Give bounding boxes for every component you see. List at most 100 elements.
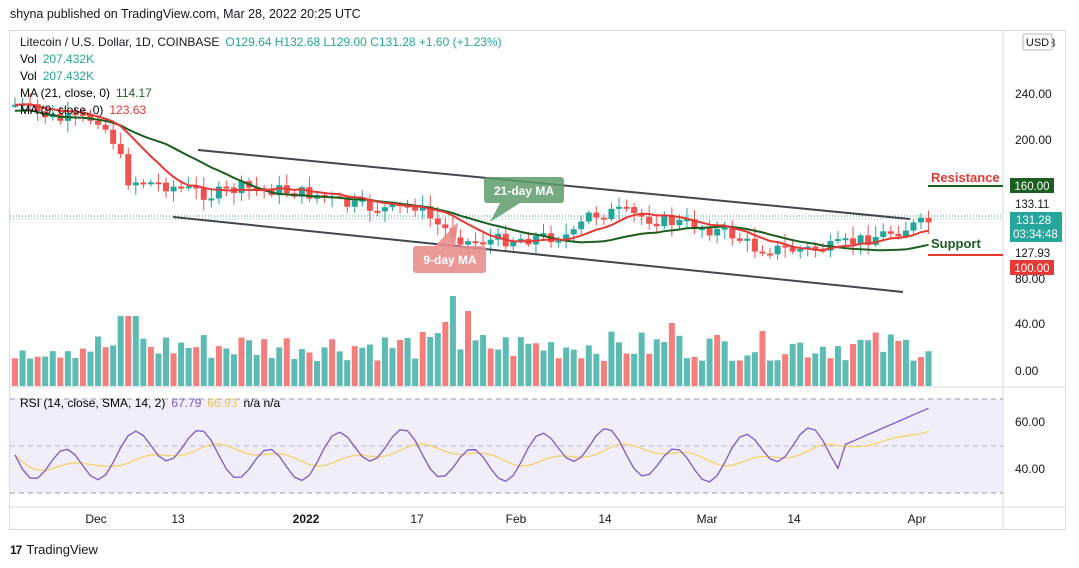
candle-body xyxy=(729,227,736,239)
volume-bar xyxy=(283,338,290,386)
candle-body xyxy=(12,104,18,107)
candle-body xyxy=(631,207,638,214)
volume-bar xyxy=(246,340,253,386)
volume-bar xyxy=(850,344,857,386)
candle-body xyxy=(34,104,41,112)
candle-body xyxy=(646,216,653,224)
volume-bar xyxy=(351,346,358,386)
volume-bar xyxy=(465,311,471,386)
volume-bar xyxy=(842,360,849,386)
time-tick: 14 xyxy=(787,512,801,526)
volume-bar xyxy=(789,344,796,386)
candle-body xyxy=(480,242,487,245)
svg-text:USD: USD xyxy=(1026,37,1049,49)
candle-body xyxy=(865,235,872,245)
volume-bar xyxy=(359,347,366,386)
support-label: Support xyxy=(931,236,981,251)
candle-body xyxy=(691,219,698,230)
candle-body xyxy=(925,217,932,223)
volume-bar xyxy=(19,350,26,386)
volume-bar xyxy=(585,345,592,386)
channel-lower-line xyxy=(172,216,904,293)
volume-bar xyxy=(600,360,607,386)
candle-body xyxy=(623,206,630,209)
volume-bar xyxy=(442,322,449,386)
volume-bar xyxy=(751,352,758,386)
volume-bar xyxy=(117,316,124,386)
volume-bar xyxy=(178,342,185,386)
volume-bar xyxy=(638,332,645,386)
legend-rsi: RSI (14, close, SMA, 14, 2) 67.79 66.93 n/a… xyxy=(20,396,280,410)
volume-bar xyxy=(774,360,781,386)
volume-bar xyxy=(804,357,811,386)
candle-body xyxy=(600,217,607,220)
price-tick: 40.00 xyxy=(1015,317,1045,331)
candle-body xyxy=(389,204,396,208)
candle-body xyxy=(608,208,615,220)
volume-bar xyxy=(381,337,388,386)
volume-bar xyxy=(895,341,902,386)
time-axis: Dec 13 2022 17 Feb 14 Mar 14 Apr xyxy=(85,512,926,526)
price-tick: 200.00 xyxy=(1015,133,1052,147)
rsi-line xyxy=(14,407,929,483)
volume-bar xyxy=(563,347,570,386)
time-tick: Dec xyxy=(85,512,106,526)
volume-bar xyxy=(163,337,169,386)
candle-body xyxy=(895,233,902,237)
volume-bar xyxy=(819,346,826,386)
candle-body xyxy=(540,233,547,236)
time-tick: Mar xyxy=(697,512,718,526)
candle-body xyxy=(238,181,245,194)
legend-vol-1: Vol 207.432K xyxy=(20,52,94,66)
svg-text:160.00: 160.00 xyxy=(1014,181,1049,193)
volume-bar xyxy=(865,340,872,386)
candle-body xyxy=(170,186,177,192)
volume-bar xyxy=(79,348,86,386)
candle-body xyxy=(155,182,162,185)
candle-body xyxy=(102,124,109,130)
volume-bar xyxy=(57,357,64,386)
volume-bar xyxy=(608,331,615,386)
volume-bar xyxy=(336,351,343,386)
volume-bar xyxy=(49,351,56,386)
candle-body xyxy=(759,251,766,254)
candle-body xyxy=(857,235,864,245)
volume-bar xyxy=(646,353,653,386)
candle-body xyxy=(95,120,102,125)
volume-bar xyxy=(12,358,18,386)
volume-bar xyxy=(744,355,751,386)
volume-bar xyxy=(540,350,547,386)
volume-bar xyxy=(27,358,34,386)
volume-bar xyxy=(631,353,638,386)
ma21-line xyxy=(14,109,929,252)
candle-body xyxy=(706,228,713,236)
candle-body xyxy=(140,182,147,185)
candle-body xyxy=(472,241,479,244)
candle-body xyxy=(850,238,857,245)
candle-body xyxy=(812,246,819,250)
volume-bar xyxy=(767,360,773,386)
candle-body xyxy=(789,247,796,252)
volume-bar xyxy=(412,358,419,386)
candle-body xyxy=(661,215,668,227)
volume-bar xyxy=(268,357,275,386)
volume-bar xyxy=(230,354,237,386)
volume-bar xyxy=(291,358,298,386)
currency-badge[interactable]: USD xyxy=(1022,33,1053,51)
volume-bar xyxy=(397,339,404,386)
badge-near: 133.11 xyxy=(1015,199,1049,211)
volume-bar xyxy=(261,339,268,386)
volume-bar xyxy=(64,351,71,386)
badge-low: 127.93 xyxy=(1015,248,1050,260)
volume-bar xyxy=(344,360,351,386)
volume-bar xyxy=(193,347,200,386)
candles xyxy=(12,93,932,260)
candle-body xyxy=(517,238,524,242)
volume-bar xyxy=(34,356,41,386)
volume-bar xyxy=(782,354,789,386)
rsi-tick: 60.00 xyxy=(1015,415,1045,429)
badge-last-price: 131.28 03:34:48 xyxy=(1010,212,1062,242)
volume-bar xyxy=(170,353,177,386)
ma9-line xyxy=(14,103,929,251)
